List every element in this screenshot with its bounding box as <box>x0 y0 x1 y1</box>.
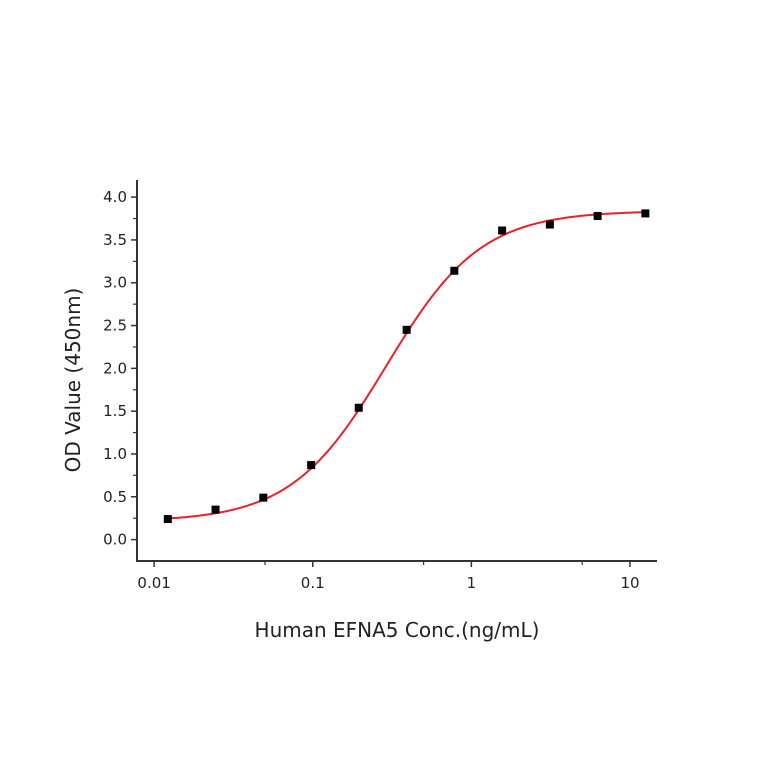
y-tick-label: 2.0 <box>103 359 127 377</box>
x-axis-title: Human EFNA5 Conc.(ng/mL) <box>255 618 540 642</box>
x-tick-label: 0.01 <box>137 574 170 592</box>
data-point-marker <box>307 461 316 470</box>
x-tick-label: 10 <box>620 574 639 592</box>
data-point-marker <box>211 505 220 514</box>
data-point-marker <box>259 493 268 502</box>
data-point-marker <box>641 209 650 218</box>
data-point-marker <box>545 220 554 229</box>
data-point-marker <box>498 226 507 235</box>
x-tick-label: 0.1 <box>301 574 325 592</box>
data-point-marker <box>450 266 459 275</box>
y-tick-label: 0.0 <box>103 531 127 549</box>
y-tick-label: 1.0 <box>103 445 127 463</box>
y-tick-label: 0.5 <box>103 488 127 506</box>
y-tick-label: 3.0 <box>103 274 127 292</box>
y-tick-labels: 0.0 0.5 1.0 1.5 2.0 2.5 3.0 3.5 4.0 <box>103 188 127 548</box>
fit-curve-line <box>167 211 646 520</box>
data-point-marker <box>593 211 602 220</box>
x-tick-labels: 0.01 0.1 1 10 <box>137 574 639 592</box>
data-point-marker <box>163 515 172 524</box>
axes <box>131 180 657 567</box>
data-point-marker <box>402 325 411 334</box>
data-point-marker <box>354 403 363 412</box>
y-tick-label: 3.5 <box>103 231 127 249</box>
x-tick-label: 1 <box>467 574 477 592</box>
y-tick-label: 4.0 <box>103 188 127 206</box>
y-axis-title: OD Value (450nm) <box>61 288 85 473</box>
y-tick-label: 1.5 <box>103 402 127 420</box>
y-tick-label: 2.5 <box>103 317 127 335</box>
data-points <box>163 209 650 524</box>
fit-curve <box>167 211 646 520</box>
